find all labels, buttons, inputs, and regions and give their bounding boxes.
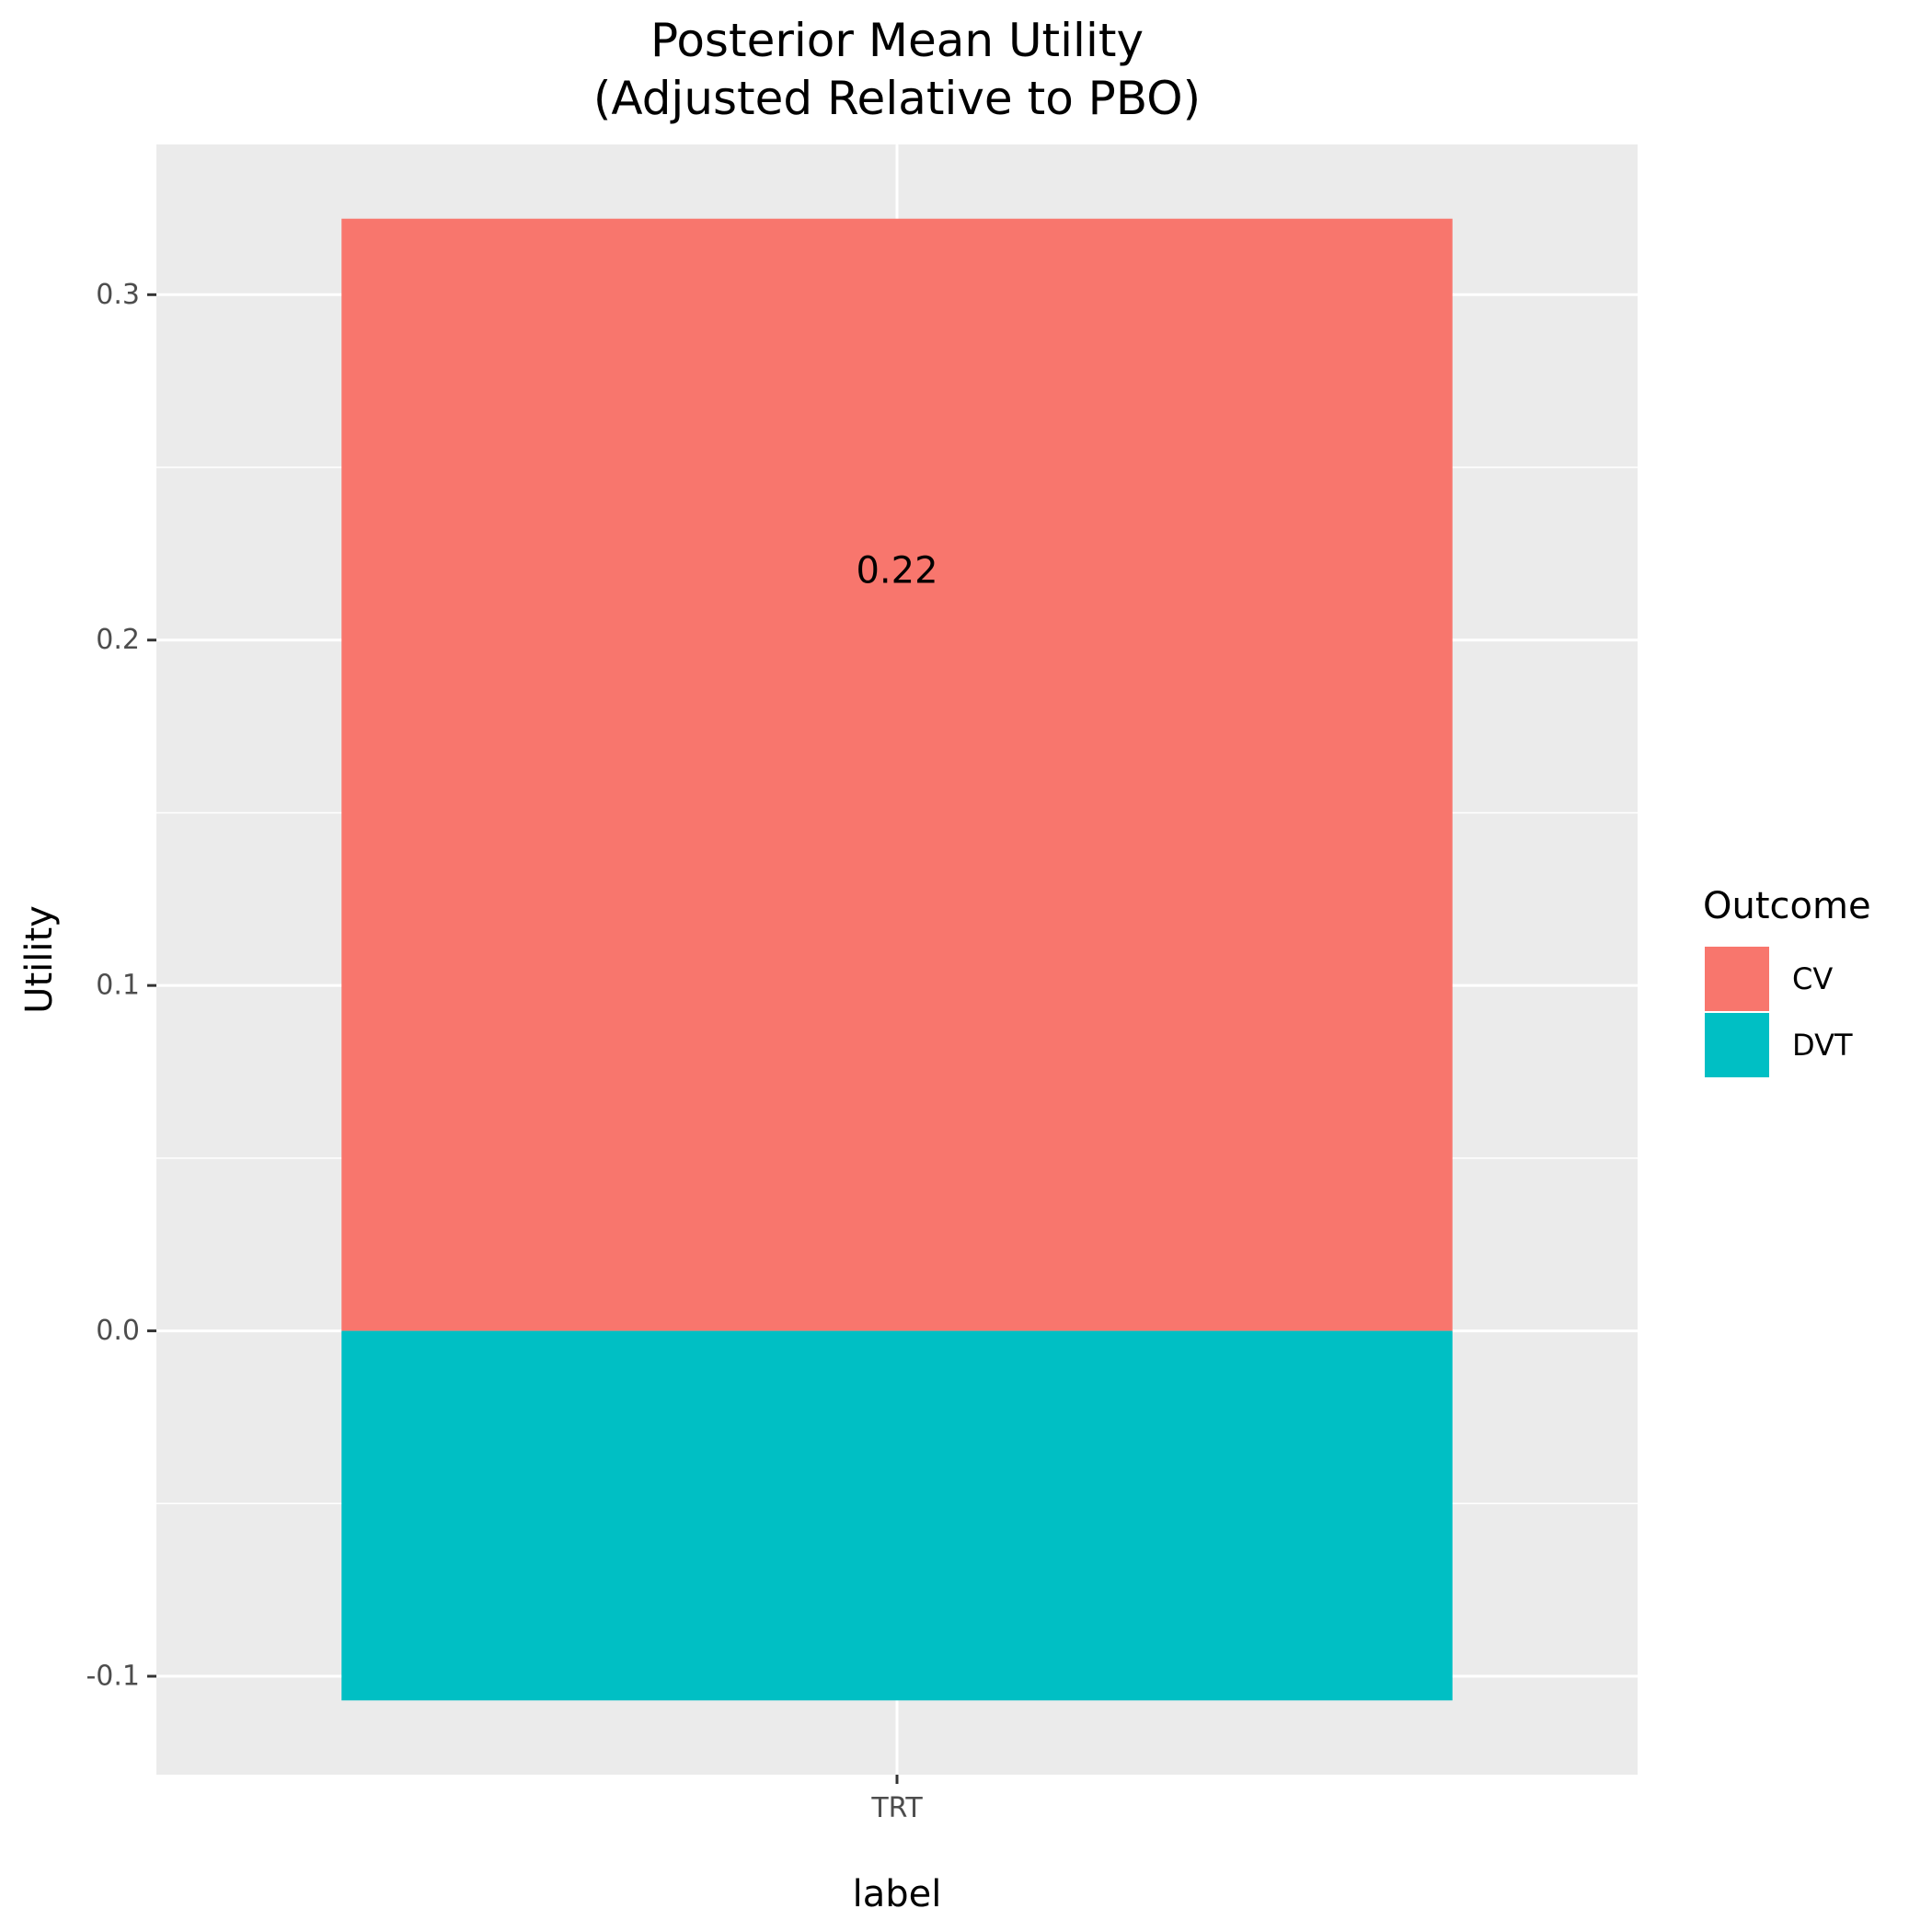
bars <box>341 218 1453 1701</box>
legend-label-dvt: DVT <box>1792 1028 1853 1063</box>
bar-cv-trt <box>341 218 1453 1331</box>
chart-title-line-1: Posterior Mean Utility <box>650 14 1144 67</box>
legend-label-cv: CV <box>1792 961 1833 996</box>
y-axis-title: Utility <box>18 905 61 1014</box>
y-tick-label: 0.1 <box>96 970 140 1002</box>
y-tick-label: 0.3 <box>96 279 140 311</box>
bar-dvt-trt <box>341 1330 1453 1701</box>
y-tick-label: 0.0 <box>96 1315 140 1347</box>
data-labels: 0.22 <box>856 550 937 592</box>
y-axis: -0.1 0.0 0.1 0.2 0.3 <box>86 279 156 1693</box>
y-tick-label: 0.2 <box>96 624 140 656</box>
data-label: 0.22 <box>856 550 937 592</box>
legend-title: Outcome <box>1703 885 1871 927</box>
legend-key-cv <box>1705 947 1769 1011</box>
x-tick-label: TRT <box>870 1792 923 1824</box>
chart-title-line-2: (Adjusted Relative to PBO) <box>593 72 1201 125</box>
legend: Outcome CV DVT <box>1703 885 1871 1077</box>
x-axis: TRT <box>870 1775 923 1824</box>
y-tick-label: -0.1 <box>86 1661 140 1693</box>
legend-items: CV DVT <box>1705 947 1853 1077</box>
legend-key-dvt <box>1705 1013 1769 1077</box>
x-axis-title: label <box>853 1873 942 1915</box>
